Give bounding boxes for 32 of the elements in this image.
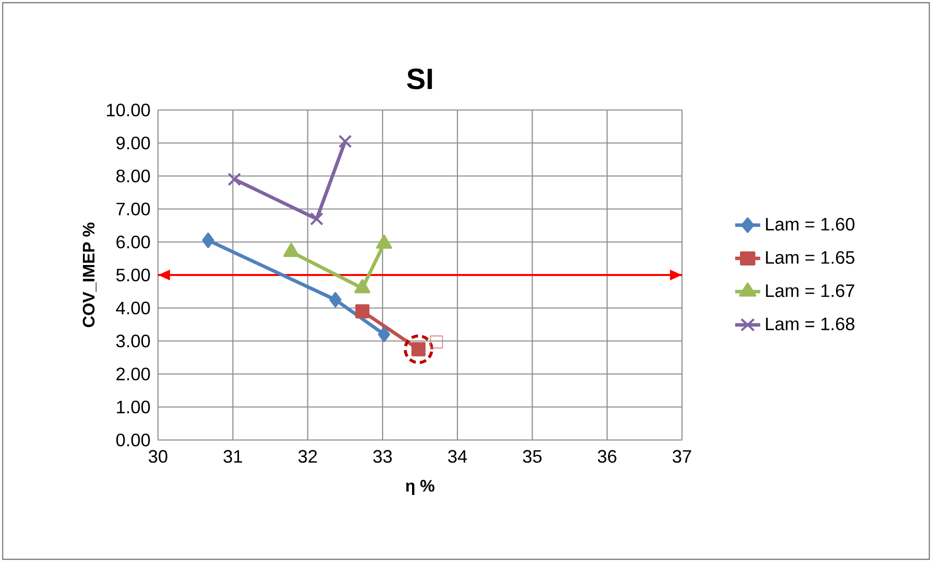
x-tick-label: 36 (598, 450, 616, 463)
y-tick-label: 9.00 (116, 136, 150, 150)
y-tick-label: 4.00 (116, 302, 150, 314)
chart-title: SI (406, 68, 432, 90)
x-tick-label: 30 (148, 450, 168, 463)
y-tick-label: 0.00 (116, 434, 150, 446)
legend-label: Lam = 1.60 (766, 218, 854, 231)
y-tick-label: 3.00 (116, 334, 150, 348)
x-axis-title: η % (406, 480, 434, 495)
x-tick-label: 37 (672, 450, 692, 463)
legend-label: Lam = 1.68 (766, 318, 854, 330)
y-tick-label: 7.00 (116, 202, 150, 216)
y-tick-label: 5.00 (116, 268, 150, 282)
x-tick-label: 35 (522, 450, 542, 463)
legend-label: Lam = 1.67 (766, 284, 854, 298)
x-tick-label: 32 (298, 450, 317, 463)
y-tick-label: 2.00 (116, 368, 150, 380)
y-tick-label: 8.00 (116, 170, 150, 182)
y-axis-title: COV_IMEP % (82, 222, 96, 328)
x-tick-label: 34 (448, 450, 467, 463)
point (338, 134, 352, 148)
y-tick-label: 1.00 (116, 400, 150, 414)
point (378, 326, 390, 342)
point (329, 292, 342, 308)
point (310, 212, 324, 226)
legend-label: Lam = 1.65 (766, 251, 854, 264)
y-tick-label: 10.00 (106, 104, 150, 116)
x-tick-label: 31 (224, 450, 242, 463)
point (202, 232, 214, 248)
x-tick-label: 33 (373, 450, 392, 463)
y-tick-label: 6.00 (116, 236, 150, 248)
point (228, 172, 242, 186)
